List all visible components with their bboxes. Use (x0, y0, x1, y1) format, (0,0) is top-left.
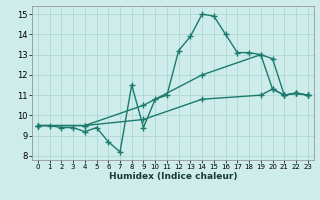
X-axis label: Humidex (Indice chaleur): Humidex (Indice chaleur) (108, 172, 237, 181)
